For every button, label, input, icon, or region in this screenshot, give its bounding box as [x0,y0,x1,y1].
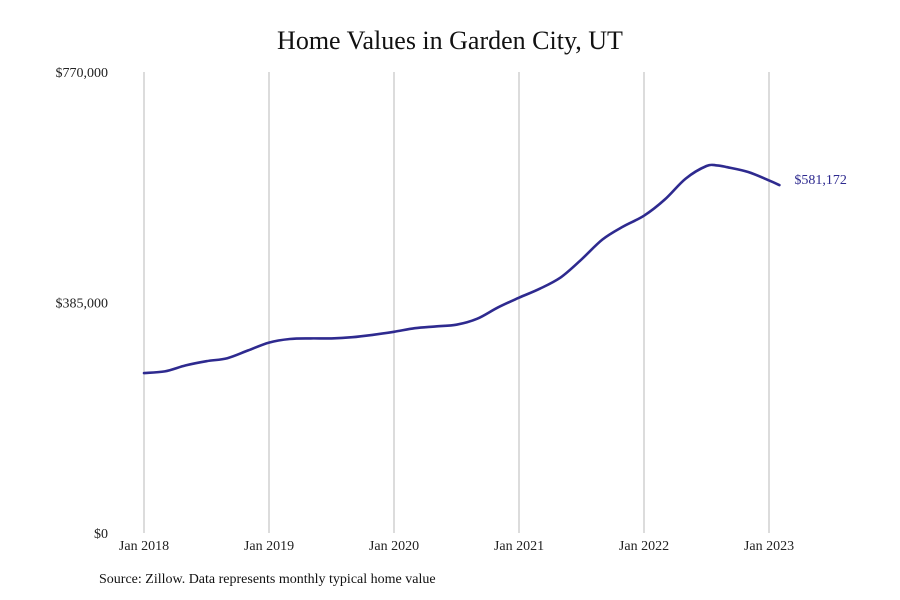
y-axis-tick-labels: $0 $385,000 $770,000 [56,66,109,542]
x-axis-tick-labels: Jan 2018 Jan 2019 Jan 2020 Jan 2021 Jan 2022… [119,539,794,554]
x-tick-label: Jan 2023 [744,539,794,554]
source-note: Source: Zillow. Data represents monthly … [99,572,436,587]
y-tick-label: $0 [94,527,108,542]
x-tick-label: Jan 2022 [619,539,669,554]
y-tick-label: $770,000 [56,66,109,81]
end-value-label: $581,172 [794,173,847,188]
x-tick-label: Jan 2020 [369,539,419,554]
x-tick-label: Jan 2019 [244,539,294,554]
series-layer [142,163,781,375]
x-tick-label: Jan 2021 [494,539,544,554]
gridlines [143,72,770,533]
x-tick-label: Jan 2018 [119,539,169,554]
chart-title: Home Values in Garden City, UT [277,26,623,55]
y-tick-label: $385,000 [56,297,109,312]
series-line [142,163,781,375]
